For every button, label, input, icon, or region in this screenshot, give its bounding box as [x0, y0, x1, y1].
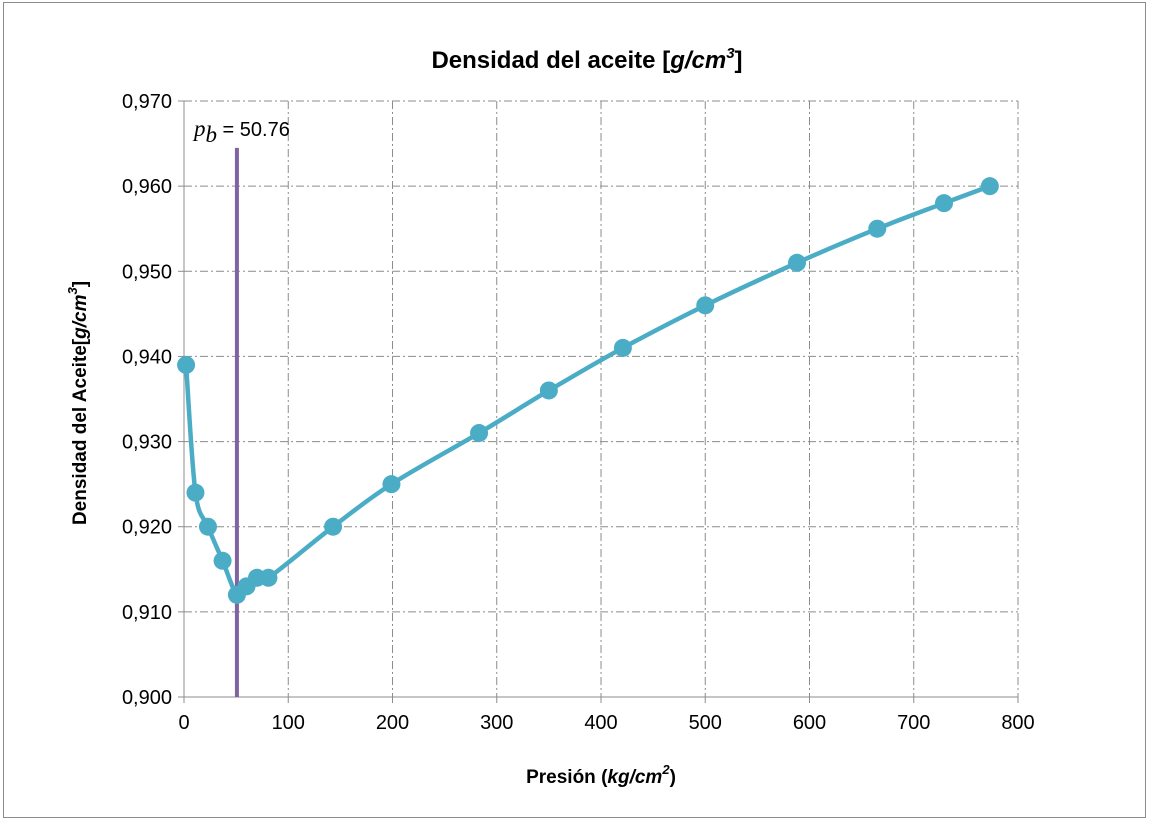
y-tick-label: 0,960 — [122, 176, 172, 198]
annotation-subscript: b — [206, 122, 218, 147]
y-tick-label: 0,950 — [122, 261, 172, 283]
y-axis-title: Densidad del Aceite[g/cm3] — [65, 281, 91, 525]
annotation-value: = 50.76 — [217, 119, 290, 141]
data-point — [186, 483, 205, 502]
x-tick-label: 200 — [376, 712, 409, 734]
bubble-point-annotation: pb = 50.76 — [192, 116, 290, 147]
y-tick-label: 0,930 — [122, 432, 172, 454]
y-tick-label: 0,900 — [122, 687, 172, 709]
data-point — [868, 219, 887, 238]
x-tick-label: 0 — [178, 712, 189, 734]
y-tick-label: 0,970 — [122, 91, 172, 113]
data-point — [934, 194, 953, 213]
annotation-symbol: p — [192, 116, 206, 141]
data-point — [696, 296, 715, 315]
grid-lines — [184, 100, 1019, 697]
y-tick-label: 0,920 — [122, 517, 172, 539]
data-point — [382, 475, 401, 494]
x-axis-title: Presión (kg/cm2) — [526, 762, 676, 788]
data-point — [613, 338, 632, 357]
data-point — [198, 517, 217, 536]
x-tick-label: 700 — [897, 712, 930, 734]
axes — [178, 100, 1019, 703]
tick-labels: 0 100 200 300 400 500 600 700 800 0,900 0,910 0,920… — [122, 91, 1035, 734]
data-point — [470, 424, 489, 443]
y-tick-label: 0,910 — [122, 602, 172, 624]
data-series — [177, 177, 999, 604]
x-tick-label: 500 — [689, 712, 722, 734]
chart-frame: 0 100 200 300 400 500 600 700 800 0,900 0,910 0,920… — [3, 2, 1146, 818]
x-tick-label: 100 — [272, 712, 305, 734]
y-tick-label: 0,940 — [122, 346, 172, 368]
x-tick-label: 800 — [1001, 712, 1034, 734]
chart-svg: 0 100 200 300 400 500 600 700 800 0,900 0,910 0,920… — [65, 45, 1035, 788]
x-tick-label: 400 — [584, 712, 617, 734]
data-point — [213, 551, 232, 570]
x-tick-label: 300 — [480, 712, 513, 734]
data-point — [259, 568, 278, 587]
series-line — [183, 183, 993, 599]
data-point — [787, 253, 806, 272]
data-point — [539, 381, 558, 400]
chart-title: Densidad del aceite [g/cm3] — [431, 45, 742, 74]
x-tick-label: 600 — [793, 712, 826, 734]
data-point — [980, 177, 999, 196]
data-point — [177, 355, 196, 374]
data-point — [324, 517, 343, 536]
